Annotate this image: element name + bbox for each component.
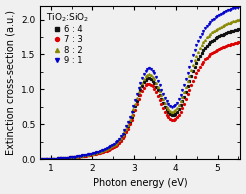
8 : 2: (3.66, 0.896): 2: (3.66, 0.896) bbox=[160, 95, 163, 98]
9 : 1: (0.75, 0.00114): 1: (0.75, 0.00114) bbox=[39, 158, 42, 160]
7 : 3: (4.88, 1.52): 3: (4.88, 1.52) bbox=[211, 52, 214, 54]
8 : 2: (5.55, 2): 2: (5.55, 2) bbox=[239, 18, 242, 21]
Y-axis label: Extinction cross-section (a.u.): Extinction cross-section (a.u.) bbox=[6, 10, 15, 155]
9 : 1: (4.39, 1.45): 1: (4.39, 1.45) bbox=[191, 57, 194, 59]
6 : 4: (3.54, 1.02): 4: (3.54, 1.02) bbox=[155, 87, 158, 89]
6 : 4: (4.39, 1.23): 4: (4.39, 1.23) bbox=[191, 72, 194, 75]
Line: 6 : 4: 6 : 4 bbox=[39, 28, 241, 160]
6 : 4: (3.81, 0.678): 4: (3.81, 0.678) bbox=[166, 111, 169, 113]
7 : 3: (4.39, 1.09): 3: (4.39, 1.09) bbox=[191, 81, 194, 84]
X-axis label: Photon energy (eV): Photon energy (eV) bbox=[93, 178, 188, 188]
6 : 4: (5.55, 1.87): 4: (5.55, 1.87) bbox=[239, 27, 242, 30]
8 : 2: (1.04, 0.00521): 2: (1.04, 0.00521) bbox=[51, 158, 54, 160]
6 : 4: (1.04, 0.00521): 4: (1.04, 0.00521) bbox=[51, 158, 54, 160]
7 : 3: (3.66, 0.768): 3: (3.66, 0.768) bbox=[160, 104, 163, 107]
7 : 3: (3.54, 0.94): 3: (3.54, 0.94) bbox=[155, 92, 158, 95]
6 : 4: (3.66, 0.845): 4: (3.66, 0.845) bbox=[160, 99, 163, 101]
8 : 2: (4.39, 1.32): 2: (4.39, 1.32) bbox=[191, 66, 194, 68]
7 : 3: (5.55, 1.68): 3: (5.55, 1.68) bbox=[239, 41, 242, 43]
9 : 1: (4.88, 2): 1: (4.88, 2) bbox=[211, 18, 214, 21]
9 : 1: (3.54, 1.16): 1: (3.54, 1.16) bbox=[155, 77, 158, 79]
8 : 2: (4.88, 1.82): 2: (4.88, 1.82) bbox=[211, 31, 214, 33]
7 : 3: (1.04, 0.00521): 3: (1.04, 0.00521) bbox=[51, 158, 54, 160]
8 : 2: (0.75, 0.00114): 2: (0.75, 0.00114) bbox=[39, 158, 42, 160]
6 : 4: (0.75, 0.00114): 4: (0.75, 0.00114) bbox=[39, 158, 42, 160]
7 : 3: (3.81, 0.606): 3: (3.81, 0.606) bbox=[166, 116, 169, 118]
Legend: 6 : 4, 7 : 3, 8 : 2, 9 : 1: 6 : 4, 7 : 3, 8 : 2, 9 : 1 bbox=[45, 10, 91, 67]
6 : 4: (4.88, 1.7): 4: (4.88, 1.7) bbox=[211, 39, 214, 42]
8 : 2: (3.54, 1.08): 2: (3.54, 1.08) bbox=[155, 83, 158, 85]
Line: 8 : 2: 8 : 2 bbox=[39, 18, 241, 160]
9 : 1: (1.04, 0.00521): 1: (1.04, 0.00521) bbox=[51, 158, 54, 160]
Line: 9 : 1: 9 : 1 bbox=[39, 5, 241, 160]
Line: 7 : 3: 7 : 3 bbox=[39, 41, 241, 160]
8 : 2: (3.81, 0.725): 2: (3.81, 0.725) bbox=[166, 107, 169, 110]
9 : 1: (5.55, 2.19): 1: (5.55, 2.19) bbox=[239, 5, 242, 7]
7 : 3: (0.75, 0.00114): 3: (0.75, 0.00114) bbox=[39, 158, 42, 160]
9 : 1: (3.81, 0.797): 1: (3.81, 0.797) bbox=[166, 102, 169, 105]
9 : 1: (3.66, 0.974): 1: (3.66, 0.974) bbox=[160, 90, 163, 92]
